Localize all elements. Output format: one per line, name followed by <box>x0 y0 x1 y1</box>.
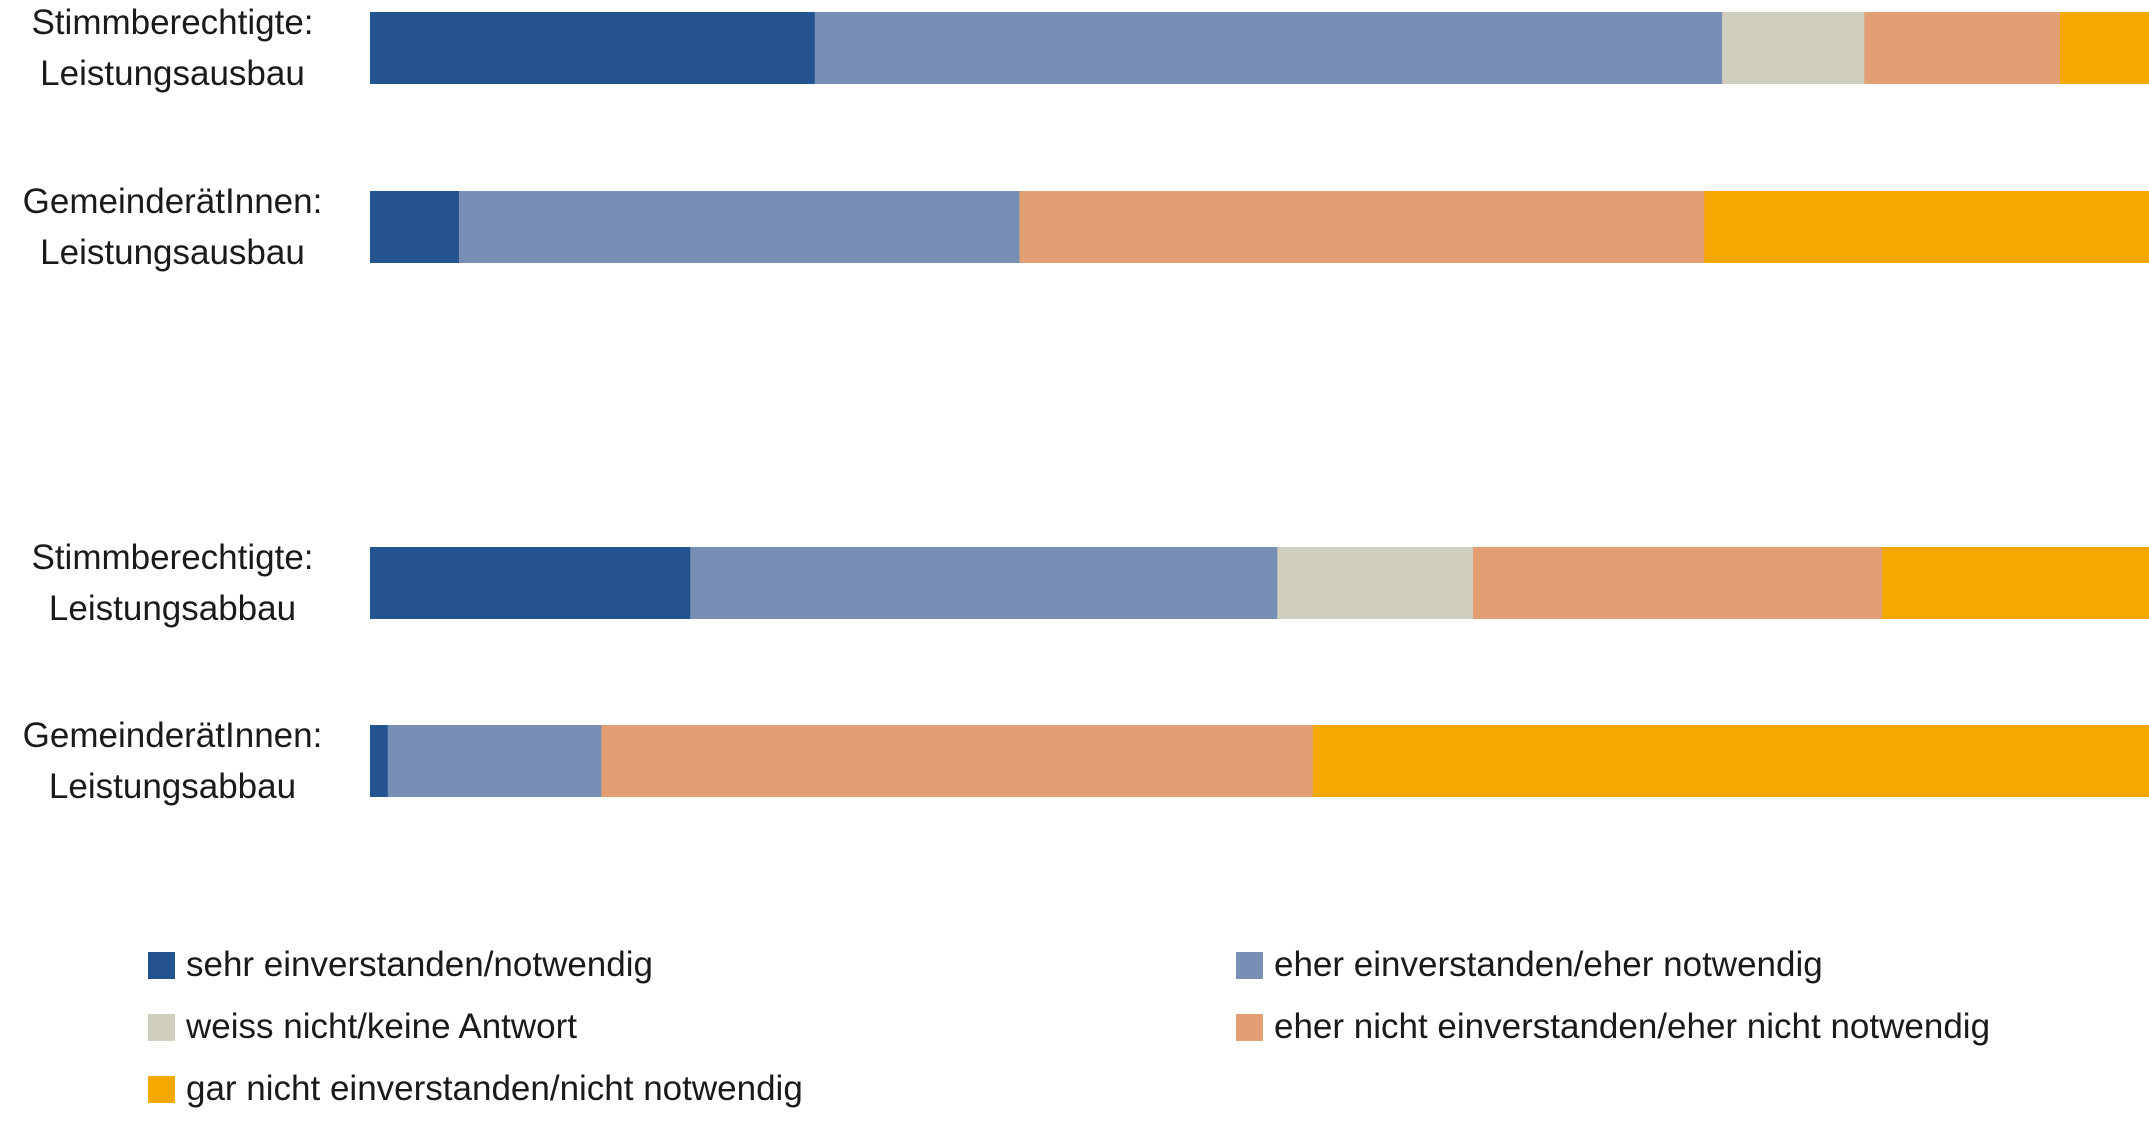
category-label: GemeinderätInnen: Leistungsabbau <box>0 710 345 812</box>
category-label-line1: GemeinderätInnen: <box>22 716 323 755</box>
legend-item: eher einverstanden/eher notwendig <box>1236 945 1823 985</box>
bar-segment-3-4 <box>1312 725 2149 797</box>
category-label-line1: GemeinderätInnen: <box>22 182 323 221</box>
bar-segment-3-0 <box>370 725 389 797</box>
bar-segment-0-4 <box>2060 12 2149 84</box>
bar-segment-3-3 <box>601 725 1314 797</box>
bar-segment-2-2 <box>1277 547 1474 619</box>
legend-item: sehr einverstanden/notwendig <box>148 945 653 985</box>
bar-segment-1-1 <box>458 191 1020 263</box>
bar-segment-2-3 <box>1472 547 1883 619</box>
legend-label: eher einverstanden/eher notwendig <box>1274 945 1823 984</box>
category-label: Stimmberechtigte: Leistungsausbau <box>0 0 345 99</box>
category-label: GemeinderätInnen: Leistungsausbau <box>0 176 345 278</box>
bar-segment-3-1 <box>387 725 602 797</box>
category-label-line2: Leistungsabbau <box>48 767 297 806</box>
bar-segment-1-0 <box>370 191 460 263</box>
bar-segment-2-1 <box>690 547 1278 619</box>
category-label: Stimmberechtigte: Leistungsabbau <box>0 532 345 634</box>
category-label-line1: Stimmberechtigte: <box>31 3 314 42</box>
category-label-line2: Leistungsausbau <box>40 54 305 93</box>
legend-item: gar nicht einverstanden/nicht notwendig <box>148 1069 803 1109</box>
legend-swatch <box>1236 1013 1263 1041</box>
bar-segment-0-0 <box>370 12 816 84</box>
legend-item: weiss nicht/keine Antwort <box>148 1007 577 1047</box>
stacked-bar-chart <box>370 12 2149 797</box>
bar-segment-0-1 <box>814 12 1723 84</box>
bar-segment-1-4 <box>1704 191 2149 263</box>
category-label-line2: Leistungsabbau <box>48 589 297 628</box>
category-label-line2: Leistungsausbau <box>40 233 305 272</box>
bar-segment-1-3 <box>1019 191 1705 263</box>
category-label-line1: Stimmberechtigte: <box>31 538 314 577</box>
legend-label: eher nicht einverstanden/eher nicht notw… <box>1274 1007 1991 1046</box>
legend-swatch <box>148 951 175 979</box>
bars-group <box>370 12 2149 797</box>
bar-segment-0-2 <box>1722 12 1865 84</box>
legend-item: eher nicht einverstanden/eher nicht notw… <box>1236 1007 1990 1047</box>
legend-swatch <box>148 1013 175 1041</box>
bar-segment-2-0 <box>370 547 691 619</box>
bar-segment-0-3 <box>1864 12 2061 84</box>
bar-segment-2-4 <box>1882 547 2149 619</box>
legend-label: sehr einverstanden/notwendig <box>186 945 653 984</box>
legend-label: gar nicht einverstanden/nicht notwendig <box>186 1069 803 1108</box>
legend-label: weiss nicht/keine Antwort <box>186 1007 578 1046</box>
legend-swatch <box>148 1075 175 1103</box>
legend-swatch <box>1236 951 1263 979</box>
